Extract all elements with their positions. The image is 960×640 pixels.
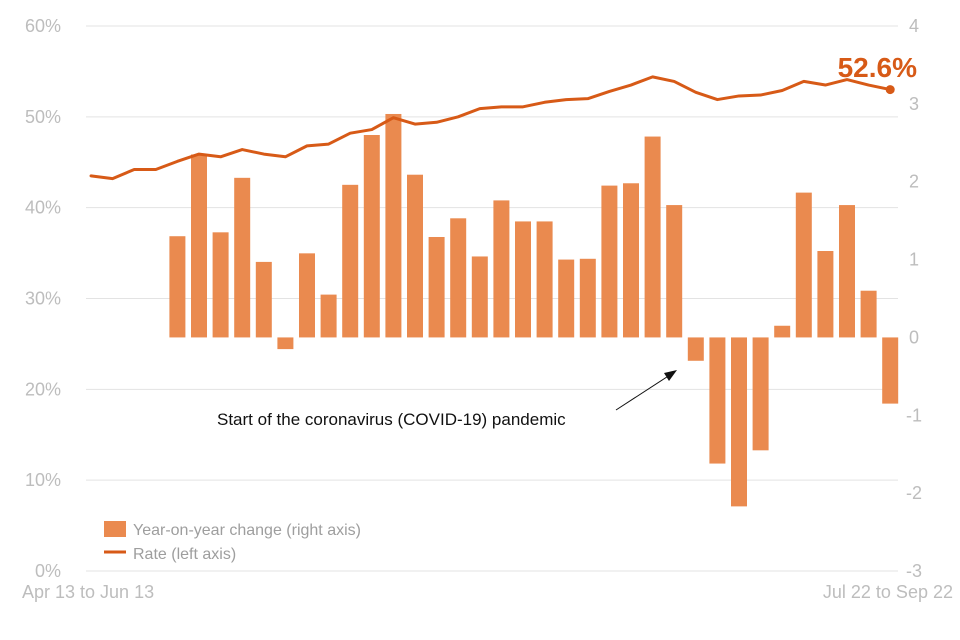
- last-point-marker: [885, 85, 895, 95]
- right-tick-label: -1: [906, 405, 922, 425]
- legend: Year-on-year change (right axis) Rate (l…: [104, 521, 361, 563]
- left-tick-label: 60%: [25, 16, 61, 36]
- bar: [536, 221, 553, 338]
- right-tick-label: 3: [909, 94, 919, 114]
- bar: [169, 236, 186, 338]
- legend-line-label: Rate (left axis): [133, 546, 236, 563]
- bar: [558, 259, 575, 338]
- bar: [644, 136, 661, 338]
- left-tick-label: 30%: [25, 289, 61, 309]
- x-label-last: Jul 22 to Sep 22: [823, 582, 953, 602]
- right-tick-label: -3: [906, 561, 922, 581]
- bar: [579, 258, 596, 338]
- bar: [450, 218, 467, 338]
- bar: [363, 135, 380, 338]
- bar: [234, 177, 251, 338]
- bar-series: [169, 113, 899, 507]
- annotation-text: Start of the coronavirus (COVID-19) pand…: [217, 410, 566, 429]
- right-tick-label: 1: [909, 250, 919, 270]
- bar: [752, 337, 769, 451]
- x-label-first: Apr 13 to Jun 13: [22, 582, 154, 602]
- left-tick-label: 10%: [25, 470, 61, 490]
- bar: [191, 154, 207, 338]
- bar: [860, 290, 877, 338]
- bar: [277, 337, 294, 350]
- legend-bar-label: Year-on-year change (right axis): [133, 522, 361, 539]
- bar: [255, 261, 272, 338]
- bar: [212, 232, 229, 338]
- left-tick-label: 0%: [35, 561, 61, 581]
- left-tick-label: 50%: [25, 107, 61, 127]
- bar: [299, 253, 315, 338]
- bar: [731, 337, 747, 507]
- annotation-arrowhead: [664, 370, 677, 381]
- right-tick-label: -2: [906, 483, 922, 503]
- line-series: [89, 75, 895, 181]
- bar: [493, 200, 510, 338]
- bar: [601, 185, 618, 338]
- bar: [320, 294, 337, 338]
- bar: [471, 256, 488, 338]
- bar: [623, 183, 639, 338]
- bar: [774, 325, 791, 338]
- bar: [515, 221, 531, 338]
- bar: [666, 205, 683, 338]
- bar: [817, 251, 834, 338]
- bar: [342, 184, 359, 338]
- legend-bar-swatch: [104, 521, 126, 537]
- right-tick-label: 0: [909, 327, 919, 347]
- bar: [687, 337, 704, 361]
- left-tick-label: 20%: [25, 379, 61, 399]
- bar: [385, 113, 402, 338]
- left-tick-label: 40%: [25, 198, 61, 218]
- rate-line: [89, 75, 892, 181]
- annotation: Start of the coronavirus (COVID-19) pand…: [217, 370, 677, 429]
- bar: [709, 337, 726, 464]
- annotation-arrow: [615, 372, 674, 411]
- bar: [407, 174, 423, 338]
- bar: [839, 205, 855, 338]
- right-axis-ticks: -3 -2 -1 0 1 2 3 4: [906, 16, 922, 581]
- bar: [428, 236, 445, 338]
- right-tick-label: 4: [909, 16, 919, 36]
- left-axis-ticks: 0% 10% 20% 30% 40% 50% 60%: [25, 16, 61, 581]
- bar: [882, 337, 899, 404]
- right-tick-label: 2: [909, 172, 919, 192]
- bar: [795, 192, 812, 338]
- last-value-callout: 52.6%: [838, 52, 917, 83]
